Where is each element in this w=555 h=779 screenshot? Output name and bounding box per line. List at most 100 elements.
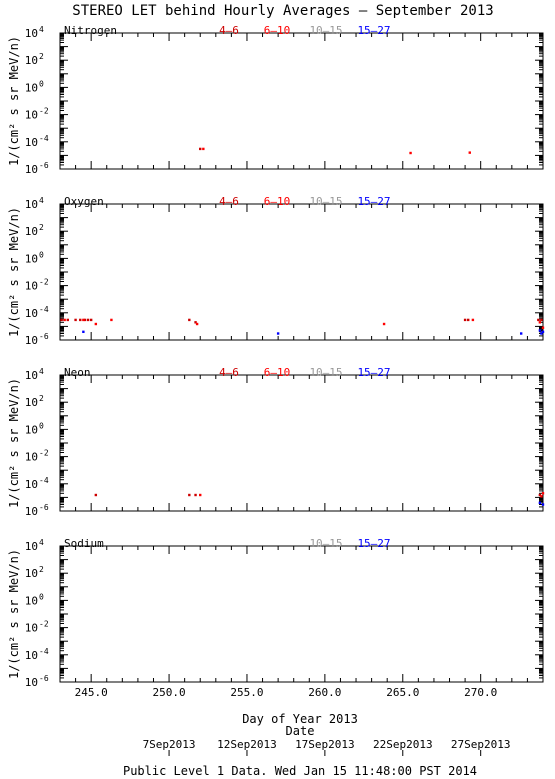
date-tick-label: 17Sep2013 — [295, 738, 355, 751]
data-point — [537, 318, 540, 322]
x-tick-label: 260.0 — [308, 686, 341, 699]
data-point — [63, 318, 66, 322]
data-point — [538, 321, 542, 324]
data-point — [540, 495, 543, 498]
y-tick-exponent: 0 — [39, 421, 44, 430]
legend-entry: 6–10 — [264, 366, 291, 379]
y-tick-label: 10 — [25, 505, 38, 518]
panel-name: Nitrogen — [64, 24, 117, 37]
y-tick-label: 10 — [25, 252, 38, 265]
legend-entry: 4–6 — [219, 366, 239, 379]
y-tick-label: 10 — [25, 396, 38, 409]
y-tick-exponent: 2 — [39, 394, 44, 403]
data-point — [66, 318, 69, 322]
footer-note: Public Level 1 Data. Wed Jan 15 11:48:00… — [123, 764, 477, 778]
data-point — [188, 318, 191, 322]
data-point — [79, 318, 82, 322]
data-point — [409, 151, 412, 155]
y-tick-exponent: -4 — [39, 476, 49, 485]
panel-frame — [59, 545, 544, 683]
panel-frame — [59, 374, 544, 512]
data-point — [541, 330, 545, 334]
y-tick-label: 10 — [25, 478, 38, 491]
legend-entry: 4–6 — [219, 195, 239, 208]
data-point — [463, 318, 467, 322]
legend-entry: 10–15 — [309, 366, 342, 379]
y-tick-exponent: 2 — [39, 565, 44, 574]
y-tick-label: 10 — [25, 423, 38, 436]
legend-entry: 15–27 — [357, 195, 390, 208]
y-tick-label: 10 — [25, 334, 38, 347]
date-tick-label: 7Sep2013 — [143, 738, 196, 751]
data-point — [202, 147, 205, 151]
data-point — [540, 332, 543, 335]
data-point — [541, 503, 545, 506]
data-point — [188, 493, 191, 497]
date-tick-label: 12Sep2013 — [217, 738, 277, 751]
y-axis-label: 1/(cm² s sr MeV/n) — [7, 549, 21, 679]
y-tick-label: 10 — [25, 649, 38, 662]
y-tick-exponent: 0 — [39, 250, 44, 259]
y-tick-label: 10 — [25, 451, 38, 464]
date-tick-label: 27Sep2013 — [451, 738, 511, 751]
y-tick-label: 10 — [25, 27, 38, 40]
y-tick-exponent: 2 — [39, 52, 44, 61]
y-tick-exponent: -2 — [39, 620, 49, 629]
y-tick-exponent: -6 — [39, 161, 49, 170]
legend-entry: 15–27 — [357, 537, 390, 550]
panel-name: Oxygen — [64, 195, 104, 208]
y-tick-exponent: -6 — [39, 674, 49, 683]
y-tick-exponent: -2 — [39, 107, 49, 116]
y-tick-label: 10 — [25, 307, 38, 320]
y-tick-label: 10 — [25, 594, 38, 607]
y-tick-label: 10 — [25, 369, 38, 382]
y-tick-exponent: -2 — [39, 449, 49, 458]
y-tick-label: 10 — [25, 225, 38, 238]
data-point — [199, 147, 202, 151]
data-point — [382, 322, 386, 326]
legend-entry: 15–27 — [357, 24, 390, 37]
x-tick-label: 265.0 — [386, 686, 419, 699]
x-tick-label: 270.0 — [464, 686, 497, 699]
y-tick-exponent: -2 — [39, 278, 49, 287]
x-axis-label: Day of Year 2013 — [242, 712, 358, 726]
data-point — [60, 318, 63, 322]
legend-entry: 15–27 — [357, 366, 390, 379]
legend-entry: 6–10 — [264, 24, 291, 37]
y-tick-label: 10 — [25, 676, 38, 689]
data-point — [541, 492, 545, 495]
data-point — [82, 330, 85, 334]
legend-entry: 10–15 — [309, 24, 342, 37]
data-point — [540, 318, 543, 322]
legend-entry: 4–6 — [219, 24, 239, 37]
data-point — [538, 329, 542, 332]
y-axis-label: 1/(cm² s sr MeV/n) — [7, 378, 21, 508]
data-point — [94, 322, 98, 326]
y-tick-exponent: 0 — [39, 592, 44, 601]
y-tick-exponent: 2 — [39, 223, 44, 232]
data-point — [194, 493, 197, 497]
x-tick-label: 255.0 — [230, 686, 263, 699]
y-axis-label: 1/(cm² s sr MeV/n) — [7, 36, 21, 166]
data-point — [199, 493, 202, 497]
y-tick-label: 10 — [25, 198, 38, 211]
y-tick-label: 10 — [25, 109, 38, 122]
legend-entry: 10–15 — [309, 195, 342, 208]
data-point — [541, 326, 545, 329]
y-tick-exponent: 0 — [39, 79, 44, 88]
data-point — [110, 318, 113, 322]
x-tick-label: 245.0 — [75, 686, 108, 699]
y-tick-label: 10 — [25, 54, 38, 67]
y-tick-label: 10 — [25, 622, 38, 635]
data-point — [86, 318, 90, 322]
panel-name: Sodium — [64, 537, 104, 550]
y-axis-label: 1/(cm² s sr MeV/n) — [7, 207, 21, 337]
data-point — [83, 318, 87, 322]
y-tick-exponent: 4 — [39, 25, 44, 34]
y-tick-label: 10 — [25, 136, 38, 149]
x-tick-label: 250.0 — [153, 686, 186, 699]
